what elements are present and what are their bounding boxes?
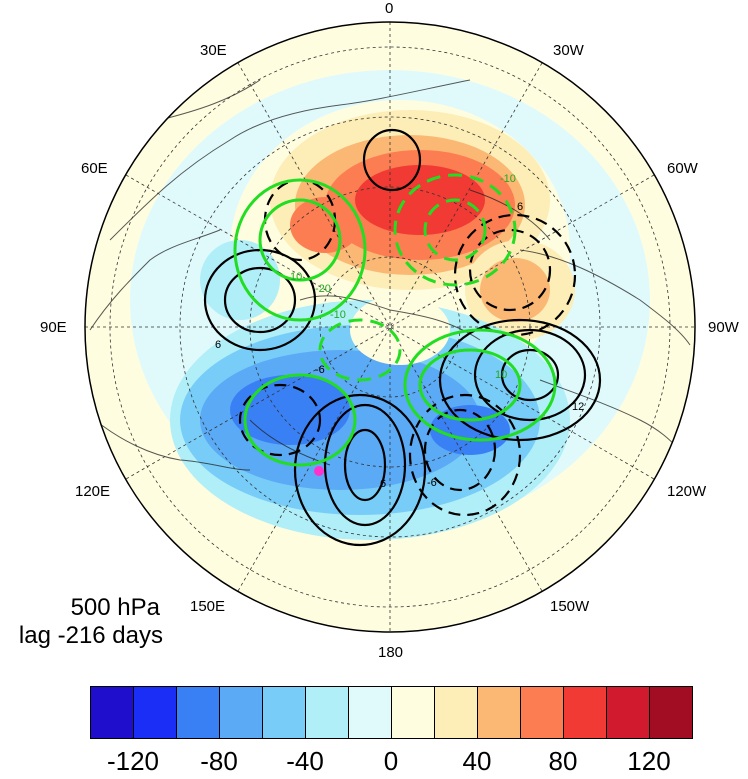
shading-band [355, 165, 485, 235]
lon-label-150w: 150W [550, 598, 590, 615]
colorbar-box [521, 687, 564, 738]
shading-band [480, 258, 550, 322]
coastlines [89, 79, 691, 471]
colorbar-box [607, 687, 650, 738]
green-contours [233, 178, 557, 467]
lon-label-90w: 90W [708, 319, 739, 336]
contour-label-green: -10 [330, 309, 346, 321]
contour-labels: 6 6 6 12 -6 -6 10 -10 -20 -10 10 [215, 173, 584, 490]
location-marker [314, 466, 324, 476]
contour-label-green: -10 [500, 173, 516, 185]
lon-label-30w: 30W [553, 42, 584, 59]
colorbar-label: -120 [106, 746, 160, 776]
lon-label-90e: 90E [40, 319, 67, 336]
colorbar-label: -80 [200, 746, 238, 776]
contour-label-black: 6 [380, 478, 386, 490]
contour-label-black: -6 [315, 364, 325, 376]
lon-label-120w: 120W [667, 483, 707, 500]
pressure-level-label: 500 hPa [70, 594, 160, 621]
lag-label: lag -216 days [18, 622, 163, 649]
colorbar-label: 40 [462, 746, 492, 776]
colorbar [90, 686, 693, 739]
colorbar-box [650, 687, 692, 738]
colorbar-box [564, 687, 607, 738]
contour-label-black: 6 [215, 339, 221, 351]
lon-label-180: 180 [378, 644, 404, 661]
lon-label-60e: 60E [81, 160, 108, 177]
map-boundary [84, 21, 696, 633]
graticule [85, 22, 695, 632]
colorbar-box [220, 687, 263, 738]
colorbar-label: 0 [383, 746, 399, 776]
colorbar-box [91, 687, 134, 738]
colorbar-box [392, 687, 435, 738]
contour-label-black: 12 [572, 401, 584, 413]
lon-label-0: 0 [385, 0, 394, 17]
colorbar-box [306, 687, 349, 738]
green-dashed-contours [318, 173, 517, 382]
contour-label-green: 10 [495, 369, 507, 381]
colorbar-box [349, 687, 392, 738]
contour-label-black: -6 [427, 477, 437, 489]
contour-label-green: -20 [315, 283, 331, 295]
colorbar-box [263, 687, 306, 738]
black-contours [203, 128, 602, 547]
lon-label-60w: 60W [667, 160, 698, 177]
colorbar-box [435, 687, 478, 738]
colorbar-box [134, 687, 177, 738]
colorbar-box [478, 687, 521, 738]
colorbar-label: 120 [627, 746, 671, 776]
contour-label-green: 10 [290, 271, 302, 283]
colorbar-label: 80 [548, 746, 578, 776]
lon-label-30e: 30E [200, 42, 227, 59]
colorbar-label: -40 [286, 746, 324, 776]
lon-label-120e: 120E [75, 483, 111, 500]
shading-band [290, 197, 360, 253]
contour-label-black: 6 [517, 201, 523, 213]
colorbar-box [177, 687, 220, 738]
lon-label-150e: 150E [190, 598, 226, 615]
